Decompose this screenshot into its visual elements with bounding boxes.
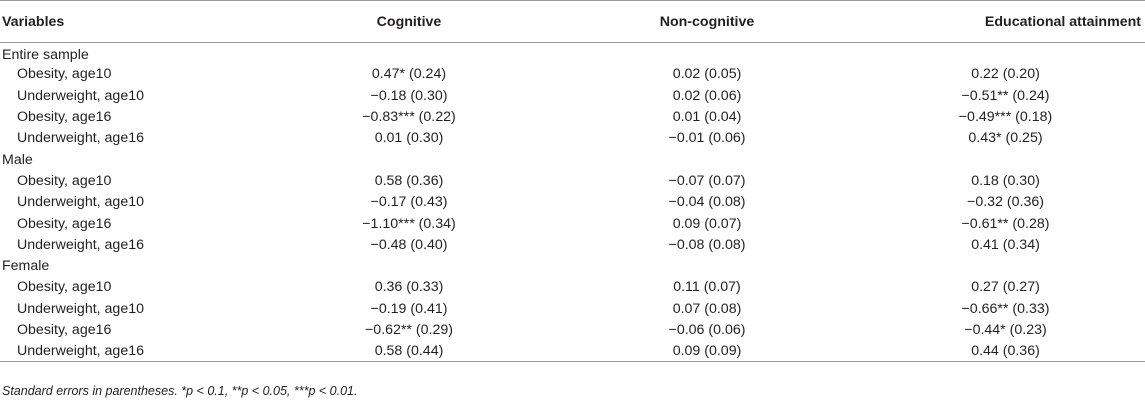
educational-attainment-cell: 0.43* (0.25) — [968, 130, 1043, 147]
variable-cell: Obesity, age16 — [17, 109, 112, 126]
variable-cell: Underweight, age10 — [17, 194, 144, 211]
variable-cell: Underweight, age16 — [0, 340, 270, 363]
header-educational-attainment: Educational attainment — [866, 0, 1145, 43]
variable-cell: Obesity, age10 — [17, 66, 112, 83]
cognitive-cell: −0.19 (0.41) — [370, 300, 448, 317]
cognitive-cell: 0.47* (0.24) — [371, 66, 447, 83]
non-cognitive-cell: −0.01 (0.06) — [668, 130, 746, 147]
table-header: Variables Cognitive Non-cognitive Educat… — [0, 0, 1145, 43]
table-row: Obesity, age16 −0.62** (0.29) −0.06 (0.0… — [0, 319, 1145, 340]
educational-attainment-cell: −0.61** (0.28) — [961, 215, 1050, 232]
variable-cell: Underweight, age10 — [17, 87, 144, 104]
table-row: Underweight, age10 −0.19 (0.41) 0.07 (0.… — [0, 298, 1145, 319]
cognitive-cell: 0.36 (0.33) — [374, 279, 444, 296]
table-footnote: Standard errors in parentheses. *p < 0.1… — [2, 384, 358, 398]
variable-cell: Obesity, age16 — [17, 215, 112, 232]
non-cognitive-cell: 0.09 (0.07) — [672, 215, 742, 232]
group-label: Entire sample — [2, 47, 89, 64]
table-row: Underweight, age16 0.58 (0.44) 0.09 (0.0… — [0, 340, 1145, 363]
cognitive-cell: 0.58 (0.44) — [270, 340, 548, 363]
table-row: Obesity, age10 0.47* (0.24) 0.02 (0.05) … — [0, 64, 1145, 85]
non-cognitive-cell: −0.06 (0.06) — [668, 322, 746, 338]
variable-cell: Obesity, age10 — [17, 172, 112, 189]
table-row: Obesity, age10 0.36 (0.33) 0.11 (0.07) 0… — [0, 277, 1145, 298]
cognitive-cell: −0.18 (0.30) — [370, 87, 448, 104]
non-cognitive-cell: −0.04 (0.08) — [668, 194, 746, 211]
variable-cell: Obesity, age10 — [17, 279, 112, 296]
educational-attainment-cell: −0.49*** (0.18) — [958, 109, 1053, 126]
group-row-entire-sample: Entire sample — [0, 43, 1145, 64]
table-row: Underweight, age10 −0.17 (0.43) −0.04 (0… — [0, 192, 1145, 213]
non-cognitive-cell: 0.02 (0.05) — [672, 66, 742, 83]
group-row-male: Male — [0, 149, 1145, 170]
educational-attainment-cell: 0.44 (0.36) — [866, 340, 1145, 363]
group-label: Female — [2, 258, 50, 275]
educational-attainment-cell: −0.66** (0.33) — [961, 300, 1050, 317]
group-row-female: Female — [0, 255, 1145, 276]
educational-attainment-cell: 0.27 (0.27) — [971, 279, 1040, 296]
cognitive-cell: 0.58 (0.36) — [374, 172, 444, 189]
table-row: Underweight, age16 0.01 (0.30) −0.01 (0.… — [0, 128, 1145, 149]
non-cognitive-cell: −0.07 (0.07) — [668, 172, 746, 189]
table-row: Underweight, age10 −0.18 (0.30) 0.02 (0.… — [0, 85, 1145, 106]
cognitive-cell: −0.17 (0.43) — [370, 194, 448, 211]
cognitive-cell: −0.48 (0.40) — [370, 236, 448, 253]
variable-cell: Underweight, age10 — [17, 300, 144, 317]
header-non-cognitive: Non-cognitive — [548, 0, 866, 43]
header-variables: Variables — [0, 0, 270, 43]
cognitive-cell: 0.01 (0.30) — [374, 130, 444, 147]
educational-attainment-cell: 0.41 (0.34) — [971, 236, 1040, 253]
educational-attainment-cell: −0.51** (0.24) — [961, 87, 1050, 104]
variable-cell: Underweight, age16 — [17, 130, 144, 147]
non-cognitive-cell: −0.08 (0.08) — [668, 236, 746, 253]
group-label: Male — [2, 151, 33, 168]
header-cognitive: Cognitive — [270, 0, 548, 43]
non-cognitive-cell: 0.02 (0.06) — [672, 87, 742, 104]
non-cognitive-cell: 0.09 (0.09) — [548, 340, 866, 363]
table-row: Obesity, age10 0.58 (0.36) −0.07 (0.07) … — [0, 170, 1145, 191]
results-table: Variables Cognitive Non-cognitive Educat… — [0, 0, 1145, 363]
cognitive-cell: −0.83*** (0.22) — [362, 109, 456, 126]
results-table-container: Variables Cognitive Non-cognitive Educat… — [0, 0, 1145, 363]
table-row: Obesity, age16 −0.83*** (0.22) 0.01 (0.0… — [0, 106, 1145, 127]
variable-cell: Obesity, age16 — [17, 322, 112, 338]
cognitive-cell: −0.62** (0.29) — [365, 322, 453, 338]
educational-attainment-cell: −0.32 (0.36) — [967, 194, 1044, 211]
non-cognitive-cell: 0.11 (0.07) — [673, 279, 741, 296]
table-row: Underweight, age16 −0.48 (0.40) −0.08 (0… — [0, 234, 1145, 255]
variable-cell: Underweight, age16 — [17, 236, 144, 253]
educational-attainment-cell: −0.44* (0.23) — [964, 322, 1047, 338]
educational-attainment-cell: 0.18 (0.30) — [971, 172, 1040, 189]
header-row: Variables Cognitive Non-cognitive Educat… — [0, 0, 1145, 43]
educational-attainment-cell: 0.22 (0.20) — [971, 66, 1040, 83]
non-cognitive-cell: 0.07 (0.08) — [672, 300, 742, 317]
non-cognitive-cell: 0.01 (0.04) — [672, 109, 742, 126]
table-row: Obesity, age16 −1.10*** (0.34) 0.09 (0.0… — [0, 213, 1145, 234]
cognitive-cell: −1.10*** (0.34) — [362, 215, 456, 232]
table-body: Entire sample Obesity, age10 0.47* (0.24… — [0, 43, 1145, 363]
